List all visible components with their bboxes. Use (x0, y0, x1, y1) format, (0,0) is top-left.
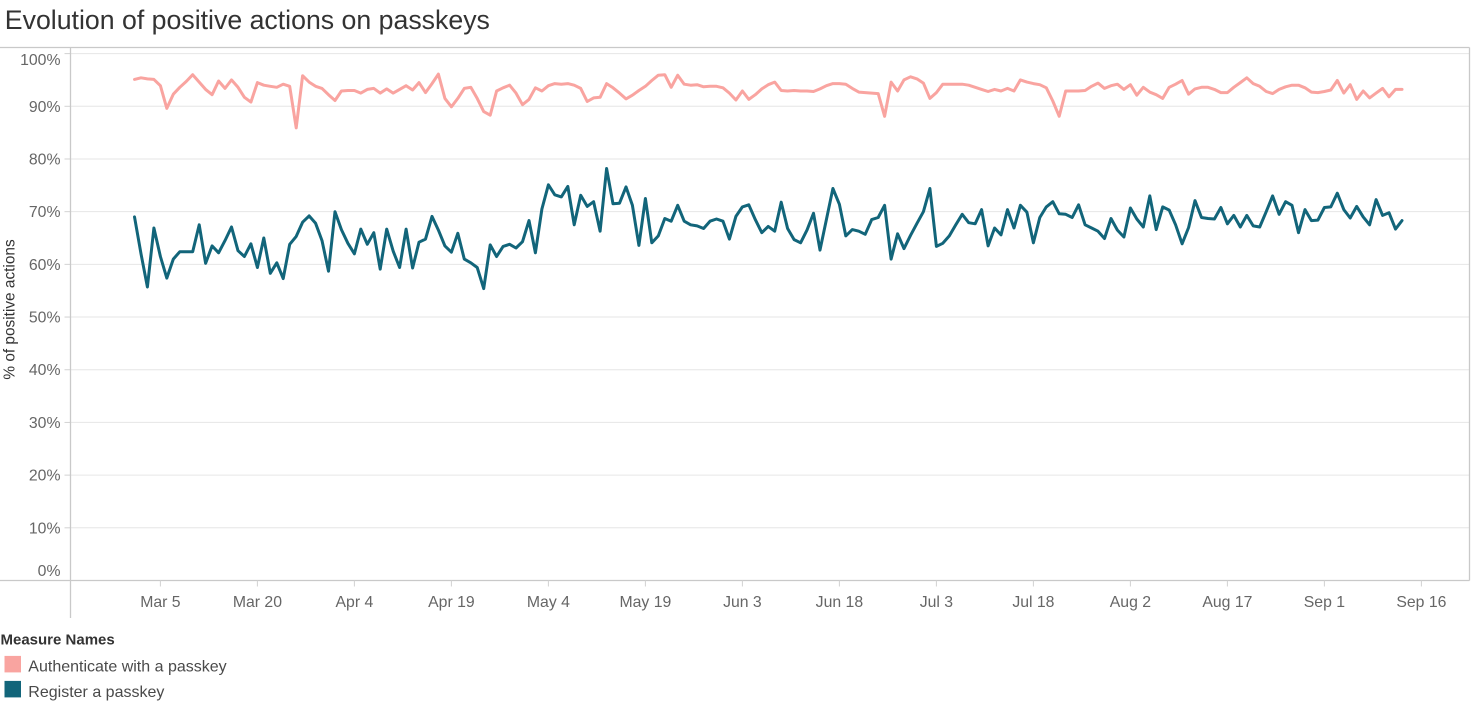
svg-text:Aug 2: Aug 2 (1110, 594, 1151, 611)
svg-text:Jun 18: Jun 18 (816, 594, 864, 611)
svg-text:Aug 17: Aug 17 (1202, 594, 1252, 611)
svg-text:30%: 30% (29, 415, 61, 432)
svg-text:40%: 40% (29, 362, 61, 379)
svg-text:Jul 3: Jul 3 (920, 594, 954, 611)
svg-text:Evolution of positive actions: Evolution of positive actions on passkey… (5, 5, 490, 35)
svg-text:Measure Names: Measure Names (1, 632, 115, 649)
svg-text:Jul 18: Jul 18 (1012, 594, 1054, 611)
svg-text:50%: 50% (29, 310, 61, 327)
svg-text:Jun 3: Jun 3 (723, 594, 762, 611)
svg-text:Authenticate with a passkey: Authenticate with a passkey (28, 658, 226, 675)
svg-text:Mar 20: Mar 20 (233, 594, 282, 611)
svg-text:70%: 70% (29, 204, 61, 221)
svg-text:Apr 4: Apr 4 (336, 594, 374, 611)
svg-text:Mar 5: Mar 5 (140, 594, 181, 611)
svg-text:0%: 0% (38, 563, 61, 580)
svg-text:Sep 1: Sep 1 (1304, 594, 1345, 611)
svg-text:10%: 10% (29, 520, 61, 537)
svg-text:Register a passkey: Register a passkey (28, 684, 164, 701)
svg-text:May 4: May 4 (527, 594, 570, 611)
svg-text:% of positive actions: % of positive actions (1, 239, 18, 380)
svg-text:60%: 60% (29, 257, 61, 274)
svg-text:May 19: May 19 (619, 594, 671, 611)
svg-text:20%: 20% (29, 468, 61, 485)
svg-text:Sep 16: Sep 16 (1396, 594, 1446, 611)
svg-text:100%: 100% (20, 52, 60, 69)
svg-text:80%: 80% (29, 152, 61, 169)
svg-text:Apr 19: Apr 19 (428, 594, 475, 611)
svg-text:90%: 90% (29, 99, 61, 116)
